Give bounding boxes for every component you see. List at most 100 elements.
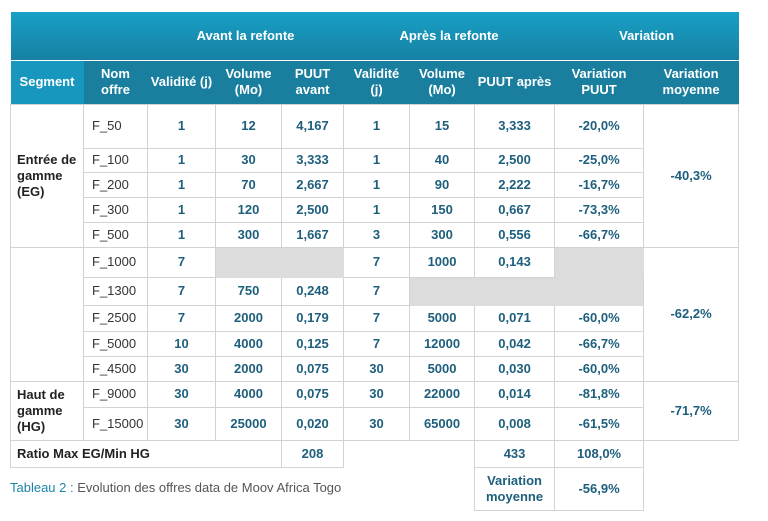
empty-cell bbox=[214, 246, 345, 278]
table-cell: -25,0% bbox=[554, 147, 645, 173]
variation-moyenne: -62,2% bbox=[643, 246, 740, 382]
table-cell: 25000 bbox=[215, 406, 282, 441]
caption-label: Tableau 2 : bbox=[10, 480, 74, 495]
table-cell: 4,167 bbox=[280, 103, 345, 149]
offer-name: F_4500 bbox=[83, 355, 148, 382]
table-cell: 4000 bbox=[215, 330, 282, 357]
table-cell: -73,3% bbox=[554, 196, 645, 223]
table-cell: 5000 bbox=[409, 304, 476, 332]
table-cell: 4000 bbox=[215, 380, 282, 408]
table-cell: 108,0% bbox=[554, 439, 645, 468]
table-cell: 65000 bbox=[409, 406, 476, 441]
table-cell: 2,222 bbox=[474, 171, 556, 198]
table-cell: 750 bbox=[215, 276, 282, 306]
column-header: Variation moyenne bbox=[643, 59, 739, 104]
table-cell: -66,7% bbox=[554, 221, 645, 248]
table-cell: 150 bbox=[409, 196, 476, 223]
table-cell: 3 bbox=[343, 221, 411, 248]
offer-name: F_50 bbox=[83, 103, 148, 149]
table-cell: 1 bbox=[343, 103, 411, 149]
table-cell: 2000 bbox=[215, 355, 282, 382]
table-cell: 0,667 bbox=[474, 196, 556, 223]
table-cell: 7 bbox=[343, 330, 411, 357]
table-cell: 0,014 bbox=[474, 380, 556, 408]
table-cell: 1 bbox=[147, 147, 216, 173]
column-header: Segment bbox=[10, 59, 84, 104]
offer-name: F_1300 bbox=[83, 276, 148, 306]
table-cell: 12000 bbox=[409, 330, 476, 357]
table-row: F_1000 7 7 1000 0,143 -62,2% bbox=[10, 246, 740, 382]
table-row: F_1300 7 750 0,248 7 bbox=[11, 276, 739, 306]
table-cell: 0,020 bbox=[280, 406, 345, 441]
table-row: Haut de gamme (HG) F_9000 30 4000 0,075 30 220… bbox=[10, 380, 740, 441]
table-cell: 3,333 bbox=[474, 103, 556, 149]
table-cell: 0,030 bbox=[474, 355, 556, 382]
ratio-label: Ratio Max EG/Min HG bbox=[10, 439, 282, 468]
table-cell: 0,556 bbox=[474, 221, 556, 248]
table-row: Ratio Max EG/Min HG 208 433 108,0% bbox=[10, 439, 739, 468]
table-cell: -56,9% bbox=[554, 466, 645, 511]
table-cell: -61,5% bbox=[554, 406, 645, 441]
table-cell: 1 bbox=[343, 147, 411, 173]
table-cell: 30 bbox=[343, 380, 411, 408]
table-row: Segment Nom offre Validité (j) Volume (Mo) P… bbox=[10, 59, 739, 104]
table-cell: 300 bbox=[215, 221, 282, 248]
caption: Tableau 2 : Evolution des offres data de… bbox=[10, 480, 341, 495]
table-cell: 12 bbox=[215, 103, 282, 149]
table-cell: 208 bbox=[280, 439, 345, 468]
table-cell: 120 bbox=[215, 196, 282, 223]
table-cell: -60,0% bbox=[554, 355, 645, 382]
data-table: Avant la refonte Après la refonte Variatio… bbox=[10, 12, 740, 511]
table-cell: 30 bbox=[215, 147, 282, 173]
table-cell: 30 bbox=[147, 406, 216, 441]
variation-moyenne: -40,3% bbox=[643, 103, 740, 248]
table-cell: 30 bbox=[343, 406, 411, 441]
group-header: Variation bbox=[554, 12, 739, 60]
header-cell bbox=[10, 12, 148, 60]
empty-cell bbox=[644, 467, 739, 510]
offer-name: F_500 bbox=[83, 221, 148, 248]
column-header: PUUT après bbox=[474, 59, 555, 104]
table-cell: 7 bbox=[343, 304, 411, 332]
table-cell: 2000 bbox=[215, 304, 282, 332]
table-cell: -60,0% bbox=[554, 304, 645, 332]
table-row: Entrée de gamme (EG) F_50 1 12 4,167 1 15 3,333… bbox=[10, 103, 740, 248]
table-cell: 90 bbox=[409, 171, 476, 198]
table-cell: 433 bbox=[474, 439, 556, 468]
table-row: Avant la refonte Après la refonte Variatio… bbox=[10, 12, 739, 60]
table-cell: 10 bbox=[147, 330, 216, 357]
column-header: Variation PUUT bbox=[554, 59, 644, 104]
segment-label bbox=[10, 246, 84, 382]
group-header: Après la refonte bbox=[343, 12, 555, 60]
segment-label: Haut de gamme (HG) bbox=[10, 380, 84, 441]
offer-name: F_200 bbox=[83, 171, 148, 198]
table-cell: 0,248 bbox=[280, 276, 345, 306]
table-cell: 7 bbox=[147, 276, 216, 306]
table-row: F_100 1 30 3,333 1 40 2,500 -25,0% bbox=[11, 147, 739, 173]
table-cell: 30 bbox=[147, 380, 216, 408]
table-row: F_2500 7 2000 0,179 7 5000 0,071 -60,0% bbox=[11, 304, 739, 332]
table-row: F_200 1 70 2,667 1 90 2,222 -16,7% bbox=[11, 171, 739, 198]
table-row: F_300 1 120 2,500 1 150 0,667 -73,3% bbox=[11, 196, 739, 223]
offer-name: F_2500 bbox=[83, 304, 148, 332]
column-header: Volume (Mo) bbox=[409, 59, 475, 104]
column-header: Volume (Mo) bbox=[215, 59, 282, 104]
offer-name: F_15000 bbox=[83, 406, 148, 441]
table-row: F_15000 30 25000 0,020 30 65000 0,008 -61,5% bbox=[11, 406, 739, 441]
table-cell: -81,8% bbox=[554, 380, 645, 408]
table-cell: 7 bbox=[343, 246, 411, 278]
offer-name: F_5000 bbox=[83, 330, 148, 357]
table-cell: 1 bbox=[147, 221, 216, 248]
table-cell: 1 bbox=[343, 196, 411, 223]
table-cell: 3,333 bbox=[280, 147, 345, 173]
column-header: PUUT avant bbox=[281, 59, 344, 104]
table-cell: 15 bbox=[409, 103, 476, 149]
column-header: Validité (j) bbox=[343, 59, 410, 104]
table-cell: 0,125 bbox=[280, 330, 345, 357]
table-cell: -20,0% bbox=[554, 103, 645, 149]
table-cell: 70 bbox=[215, 171, 282, 198]
column-header: Validité (j) bbox=[147, 59, 216, 104]
empty-cell bbox=[644, 440, 739, 467]
offer-name: F_9000 bbox=[83, 380, 148, 408]
